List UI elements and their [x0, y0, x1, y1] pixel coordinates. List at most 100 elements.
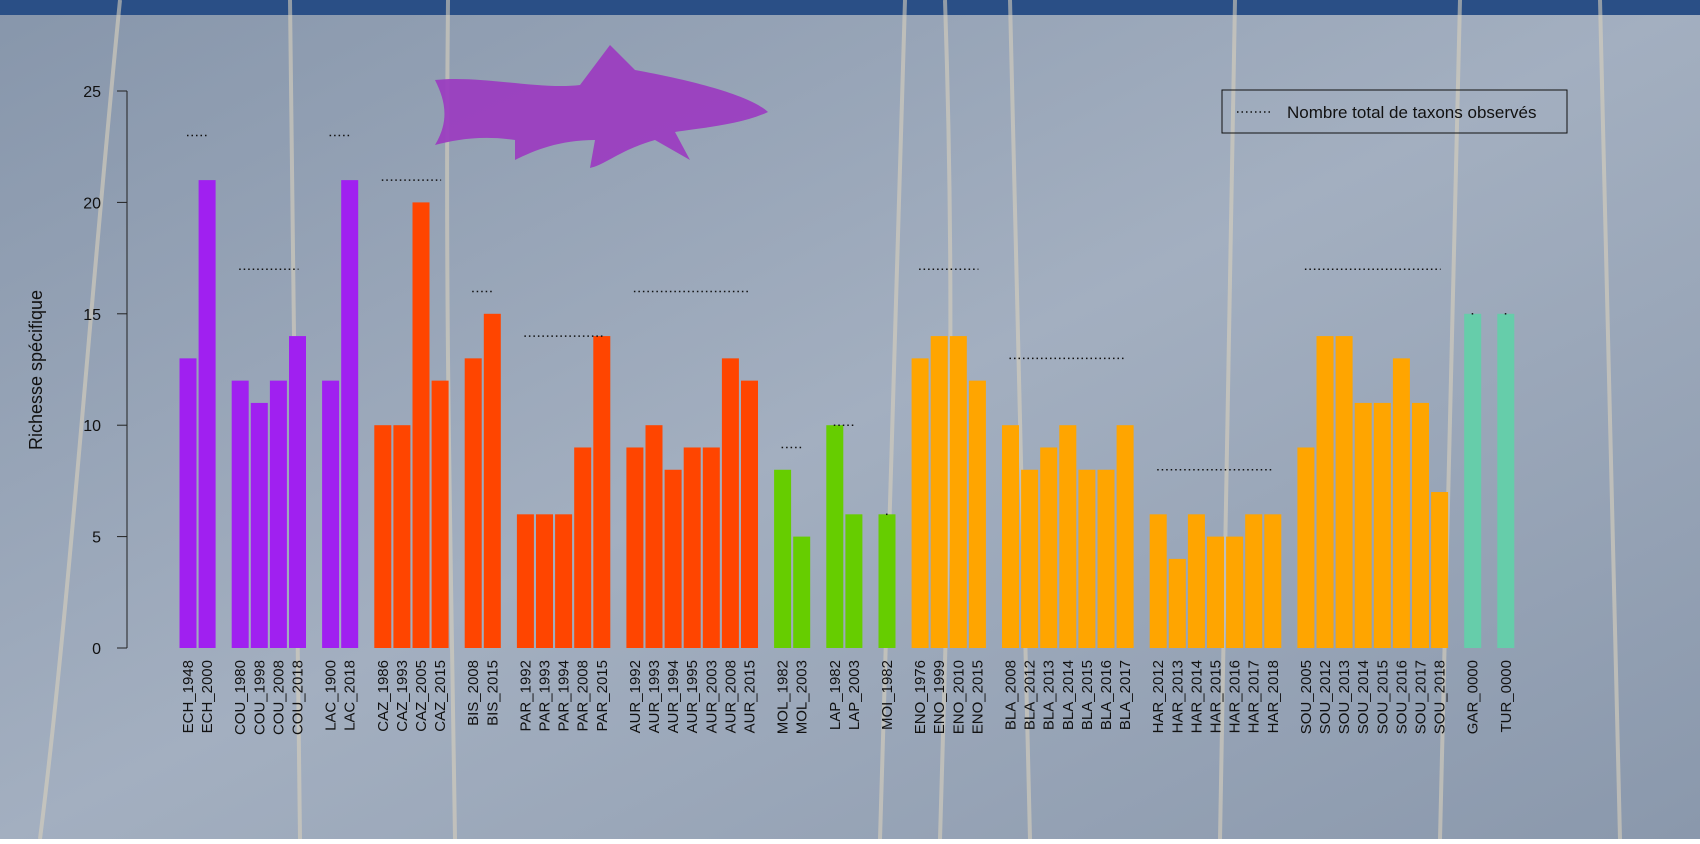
x-tick-label: BIS_2008: [465, 660, 482, 726]
x-tick-label: HAR_2016: [1227, 660, 1244, 733]
bar: [1078, 469, 1096, 648]
x-tick-label: SOU_2014: [1355, 660, 1372, 734]
bar: [464, 358, 482, 648]
bar: [341, 180, 359, 648]
x-tick-label: ENO_1976: [912, 660, 929, 734]
x-tick-label: GAR_0000: [1465, 660, 1482, 734]
x-tick-label: AUR_2008: [722, 660, 739, 733]
x-tick-label: HAR_2015: [1208, 660, 1225, 733]
legend-label: Nombre total de taxons observés: [1287, 103, 1536, 122]
x-tick-label: HAR_2013: [1169, 660, 1186, 733]
x-tick-label: SOU_2013: [1336, 660, 1353, 734]
x-tick-label: ECH_1948: [180, 660, 197, 733]
y-tick-label: 20: [83, 195, 101, 212]
x-tick-label: COU_1980: [232, 660, 249, 735]
bar: [198, 180, 216, 648]
x-tick-label: BLA_2016: [1098, 660, 1115, 730]
x-tick-label: PAR_1994: [556, 660, 573, 731]
x-tick-label: MOL_1982: [775, 660, 792, 734]
bar: [322, 380, 340, 648]
bar: [179, 358, 197, 648]
bar: [1207, 536, 1224, 648]
x-tick-label: ENO_2015: [969, 660, 986, 734]
bar: [1335, 336, 1353, 648]
x-tick-label: CAZ_2005: [413, 660, 430, 732]
x-tick-label: BLA_2017: [1117, 660, 1134, 730]
x-tick-label: CAZ_2015: [432, 660, 449, 732]
bar: [793, 536, 811, 648]
bar: [826, 425, 844, 648]
x-tick-label: AUR_1995: [684, 660, 701, 733]
x-tick-label: SOU_2012: [1317, 660, 1334, 734]
bar: [930, 336, 948, 648]
x-tick-label: LAP_1982: [827, 660, 844, 730]
bar: [1040, 447, 1058, 648]
bar: [949, 336, 967, 648]
bar: [1002, 425, 1019, 648]
bar: [683, 447, 701, 648]
bar: [393, 425, 411, 648]
bar: [1097, 469, 1115, 648]
legend-box: [1221, 89, 1568, 134]
x-tick-label: BLA_2012: [1022, 660, 1039, 730]
bar: [664, 469, 682, 648]
bar: [412, 202, 430, 648]
bar: [536, 514, 553, 648]
x-tick-label: LAP_2003: [846, 660, 863, 730]
bar: [845, 514, 863, 648]
bar: [1464, 313, 1482, 648]
x-tick-label: CAZ_1986: [375, 660, 392, 732]
bar: [721, 358, 739, 648]
x-tick-label: COU_1998: [251, 660, 268, 735]
x-tick-label: BIS_2015: [484, 660, 501, 726]
bar: [878, 514, 896, 648]
x-tick-label: ENO_2010: [950, 660, 967, 734]
bar: [1149, 514, 1167, 648]
x-tick-label: SOU_2018: [1432, 660, 1449, 734]
x-tick-label: CAZ_1993: [394, 660, 411, 732]
x-tick-label: COU_2008: [270, 660, 287, 735]
x-tick-label: BLA_2015: [1079, 660, 1096, 730]
bar: [1412, 402, 1429, 648]
top-strip: [0, 0, 1700, 15]
y-axis-title: Richesse spécifique: [26, 290, 46, 450]
x-tick-label: PAR_1993: [537, 660, 554, 731]
bar: [911, 358, 929, 648]
x-tick-label: SOU_2005: [1298, 660, 1315, 734]
x-tick-label: ENO_1999: [931, 660, 948, 734]
bar: [645, 425, 663, 648]
bar: [516, 514, 534, 648]
bar: [1116, 425, 1134, 648]
x-tick-label: MOL_2003: [794, 660, 811, 734]
y-tick-label: 0: [92, 641, 101, 658]
bar: [250, 402, 268, 648]
bar: [431, 380, 449, 648]
y-tick-label: 5: [92, 530, 101, 547]
x-tick-label: HAR_2012: [1150, 660, 1167, 733]
x-tick-label: TUR_0000: [1498, 660, 1515, 733]
bar: [702, 447, 720, 648]
bar: [593, 336, 611, 648]
x-tick-label: BLA_2008: [1003, 660, 1020, 730]
bar: [1354, 402, 1372, 648]
bar: [1168, 558, 1186, 648]
bar: [626, 447, 644, 648]
bar: [483, 313, 501, 648]
x-tick-label: HAR_2018: [1265, 660, 1282, 733]
x-tick-label: MOI_1982: [879, 660, 896, 730]
x-tick-label: PAR_2008: [575, 660, 592, 731]
bar: [289, 336, 306, 648]
x-tick-label: COU_2018: [290, 660, 307, 735]
bar: [574, 447, 592, 648]
x-tick-label: PAR_2015: [594, 660, 611, 731]
bar: [1059, 425, 1077, 648]
bar: [1226, 536, 1244, 648]
x-tick-label: PAR_1992: [517, 660, 534, 731]
x-tick-label: AUR_2003: [703, 660, 720, 733]
x-tick-label: LAC_2018: [342, 660, 359, 731]
x-tick-label: HAR_2017: [1246, 660, 1263, 733]
bar: [1245, 514, 1263, 648]
bar: [1187, 514, 1205, 648]
y-tick-label: 15: [83, 307, 101, 324]
